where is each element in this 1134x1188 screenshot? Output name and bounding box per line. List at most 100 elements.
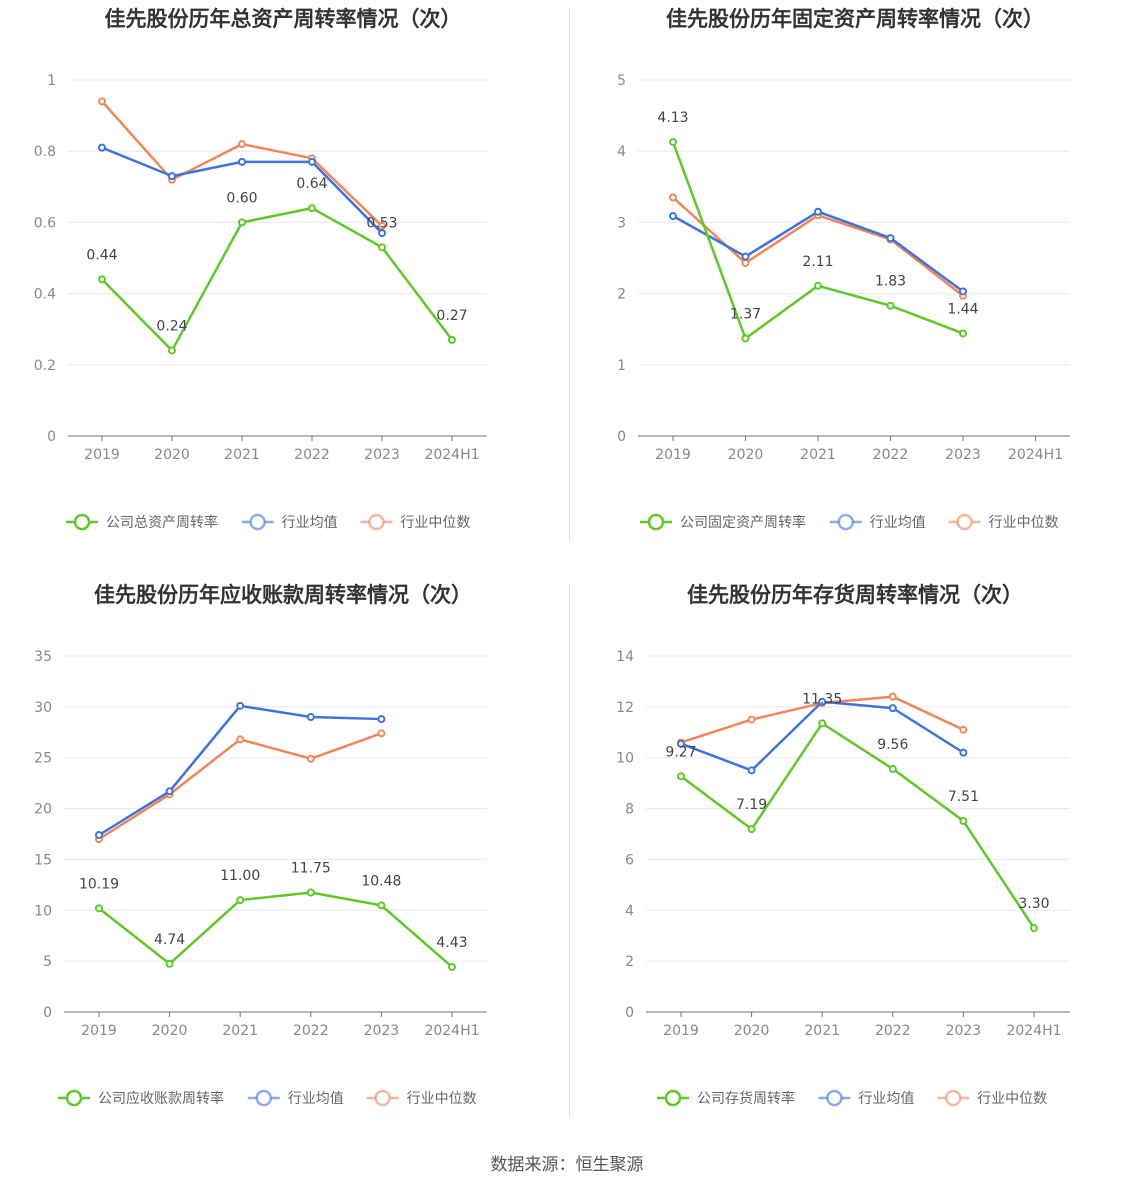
- series-line-0: [98, 891, 453, 968]
- y-tick-label: 0: [617, 429, 626, 445]
- data-point: [747, 766, 756, 775]
- legend-item-2: 行业中位数: [948, 513, 1059, 531]
- legend-item-0: 公司总资产周转率: [66, 513, 218, 531]
- data-label: 0.64: [296, 176, 327, 192]
- x-tick-label: 2022: [875, 1023, 911, 1039]
- x-tick-label: 2024H1: [424, 1023, 479, 1039]
- x-tick-label: 2021: [222, 1023, 258, 1039]
- legend-marker: [944, 1089, 962, 1107]
- chart-svg-2: 佳先股份历年应收账款周转率情况（次） 0 5 10 15 20 25 30 35 2019 2020…: [34, 583, 487, 1107]
- data-label: 0.24: [156, 319, 187, 335]
- legend-marker: [255, 1089, 273, 1107]
- x-tick-label: 2023: [945, 447, 981, 463]
- data-point: [168, 172, 176, 181]
- y-tick-label: 1: [617, 358, 626, 374]
- chart-svg-3: 佳先股份历年存货周转率情况（次） 0 2 4 6 8 10 12 14 2019 2020 2021 2…: [616, 583, 1070, 1107]
- data-label: 2.11: [802, 254, 833, 270]
- chart-title: 佳先股份历年存货周转率情况（次）: [687, 583, 1023, 607]
- data-point: [165, 787, 174, 796]
- data-point: [818, 697, 827, 706]
- data-point: [888, 764, 897, 773]
- data-source: 数据来源：恒生聚源: [490, 1155, 644, 1175]
- data-point: [741, 258, 750, 267]
- data-label: 7.19: [736, 797, 767, 813]
- y-tick-label: 10: [616, 751, 634, 767]
- legend-label: 行业中位数: [400, 515, 470, 531]
- chart-title: 佳先股份历年总资产周转率情况（次）: [105, 7, 462, 31]
- chart-fixed-asset-turnover: 佳先股份历年固定资产周转率情况（次） 0 1 2 3 4 5 2019 2020 2021 2022…: [572, 0, 1134, 576]
- legend-item-0: 公司固定资产周转率: [640, 513, 806, 531]
- data-point: [741, 334, 750, 343]
- data-point: [95, 831, 103, 840]
- data-point: [959, 329, 967, 338]
- legend-item-1: 行业均值: [818, 1089, 914, 1107]
- data-point: [448, 335, 456, 344]
- legend-label: 行业中位数: [977, 1091, 1047, 1107]
- data-point: [669, 211, 677, 220]
- data-point: [959, 287, 967, 296]
- x-tick-label: 2021: [800, 447, 836, 463]
- legend-item-0: 公司存货周转率: [657, 1089, 795, 1107]
- y-tick-label: 12: [616, 700, 634, 716]
- data-point: [236, 701, 245, 710]
- data-label: 10.48: [361, 873, 401, 889]
- y-tick-label: 10: [34, 903, 52, 919]
- x-tick-label: 2024H1: [424, 447, 479, 463]
- data-label: 11.75: [291, 860, 331, 876]
- y-tick-label: 0.4: [34, 287, 56, 303]
- data-label: 11.35: [802, 691, 842, 707]
- chart-title: 佳先股份历年应收账款周转率情况（次）: [94, 583, 472, 607]
- data-label: 1.37: [730, 306, 761, 322]
- data-point: [814, 207, 822, 216]
- legend-label: 行业中位数: [407, 1091, 477, 1107]
- y-tick-label: 2: [617, 287, 626, 303]
- data-label: 0.44: [86, 247, 117, 263]
- y-tick-label: 4: [617, 144, 626, 160]
- y-tick-label: 30: [34, 700, 52, 716]
- y-tick-label: 0: [625, 1005, 634, 1021]
- legend-marker: [664, 1089, 682, 1107]
- legend-item-2: 行业中位数: [360, 513, 470, 531]
- y-tick-label: 1: [47, 73, 56, 89]
- y-tick-label: 0.2: [34, 358, 56, 374]
- data-point: [818, 719, 827, 728]
- data-point: [959, 748, 968, 757]
- chart-svg-1: 佳先股份历年固定资产周转率情况（次） 0 1 2 3 4 5 2019 2020 2021 2022…: [617, 7, 1070, 531]
- data-point: [669, 193, 677, 202]
- data-point: [378, 221, 386, 230]
- data-point: [378, 243, 386, 252]
- legend-item-1: 行业均值: [247, 1089, 344, 1107]
- x-tick-label: 2019: [81, 1023, 117, 1039]
- data-point: [98, 143, 106, 152]
- legend-label: 公司总资产周转率: [106, 514, 218, 531]
- series-line-1: [672, 210, 964, 293]
- legend-marker: [647, 513, 665, 531]
- legend-marker: [374, 1089, 391, 1107]
- data-point: [448, 962, 456, 971]
- data-point: [888, 692, 897, 701]
- chart-title: 佳先股份历年固定资产周转率情况（次）: [666, 7, 1044, 31]
- data-point: [308, 204, 316, 213]
- legend-marker: [73, 513, 91, 531]
- data-label: 0.60: [226, 190, 257, 206]
- chart-inventory-turnover: 佳先股份历年存货周转率情况（次） 0 2 4 6 8 10 12 14 2019 2020 2021 2…: [572, 576, 1134, 1152]
- data-point: [306, 713, 315, 722]
- data-point: [165, 959, 174, 968]
- x-tick-label: 2019: [84, 447, 120, 463]
- x-tick-label: 2020: [152, 1023, 188, 1039]
- y-tick-label: 20: [34, 802, 52, 818]
- y-tick-label: 35: [34, 649, 52, 665]
- data-label: 1.83: [875, 274, 906, 290]
- data-point: [308, 157, 316, 166]
- legend-label: 行业均值: [858, 1091, 914, 1107]
- x-tick-label: 2021: [224, 447, 260, 463]
- data-point: [98, 275, 106, 284]
- data-point: [741, 252, 750, 261]
- chart-total-asset-turnover: 佳先股份历年总资产周转率情况（次） 0 0.2 0.4 0.6 0.8 1 2019 2020 2…: [0, 0, 567, 576]
- data-label: 10.19: [79, 876, 119, 892]
- data-point: [378, 229, 386, 238]
- x-tick-label: 2022: [294, 447, 330, 463]
- y-tick-label: 0: [47, 429, 56, 445]
- data-point: [377, 901, 386, 910]
- series-line-0: [680, 722, 1036, 929]
